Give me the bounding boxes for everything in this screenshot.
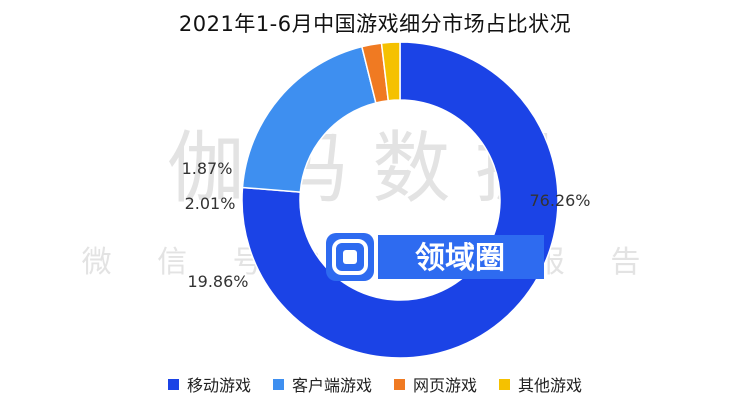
legend: 移动游戏 客户端游戏 网页游戏 其他游戏 <box>0 372 750 396</box>
legend-label: 其他游戏 <box>518 376 583 395</box>
data-label-3: 2.01% <box>185 194 236 213</box>
legend-item-3: 网页游戏 <box>394 372 477 396</box>
logo-badge: 领域圈 <box>326 233 544 281</box>
legend-label: 移动游戏 <box>186 376 251 395</box>
chart-title: 2021年1-6月中国游戏细分市场占比状况 <box>178 12 572 36</box>
legend-swatch <box>167 378 179 390</box>
logo-icon-inner <box>343 250 357 264</box>
legend-swatch <box>499 378 511 390</box>
legend-label: 客户端游戏 <box>291 376 372 395</box>
legend-item-2: 客户端游戏 <box>272 372 372 396</box>
legend-item-4: 其他游戏 <box>499 372 582 396</box>
legend-swatch <box>394 378 405 390</box>
legend-item-1: 移动游戏 <box>167 372 251 396</box>
legend-label: 网页游戏 <box>413 376 478 395</box>
pie-slice-4 <box>380 41 401 102</box>
data-label-1: 76.26% <box>529 191 590 210</box>
logo-text: 领域圈 <box>415 241 505 276</box>
logo-text-background <box>378 235 544 279</box>
data-labels: 76.26% 19.86% 2.01% 1.87% <box>182 159 591 291</box>
legend-swatch <box>272 378 284 390</box>
data-label-4: 1.87% <box>182 159 233 178</box>
logo-icon <box>332 239 368 275</box>
data-label-2: 19.86% <box>187 272 248 291</box>
